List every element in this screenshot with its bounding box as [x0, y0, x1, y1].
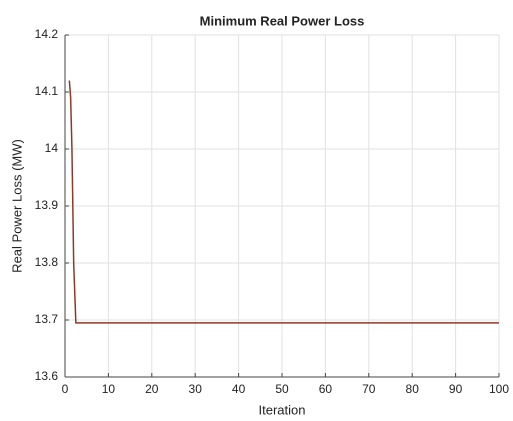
x-tick-label: 20 [145, 382, 159, 396]
x-tick-label: 80 [406, 382, 420, 396]
x-tick-label: 30 [189, 382, 203, 396]
chart-title: Minimum Real Power Loss [200, 13, 365, 28]
x-axis-label: Iteration [259, 402, 306, 417]
y-tick-label: 13.8 [35, 255, 59, 269]
x-tick-label: 90 [449, 382, 463, 396]
x-tick-label: 60 [319, 382, 333, 396]
y-tick-label: 14.2 [35, 27, 59, 41]
x-tick-label: 100 [489, 382, 509, 396]
x-tick-label: 10 [102, 382, 116, 396]
x-tick-label: 0 [62, 382, 69, 396]
y-tick-label: 13.9 [35, 198, 59, 212]
x-tick-label: 70 [362, 382, 376, 396]
y-tick-label: 13.6 [35, 369, 59, 383]
y-tick-label: 14 [45, 141, 59, 155]
x-tick-label: 40 [232, 382, 246, 396]
x-tick-label: 50 [275, 382, 289, 396]
y-tick-label: 14.1 [35, 84, 59, 98]
y-tick-label: 13.7 [35, 312, 59, 326]
y-axis-label: Real Power Loss (MW) [9, 139, 24, 273]
data-line [68, 80, 499, 324]
